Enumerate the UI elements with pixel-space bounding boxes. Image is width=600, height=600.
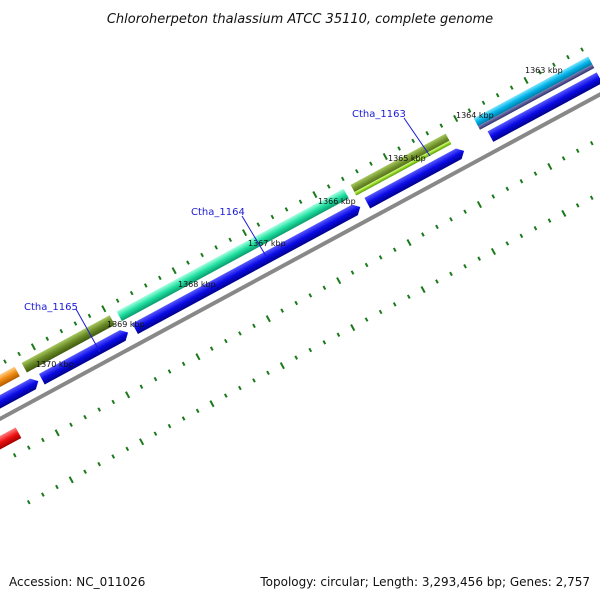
feature-olive-ctha-1163 xyxy=(350,133,451,195)
gene-labels: Ctha_1163 Ctha_1164 Ctha_1165 xyxy=(24,109,431,353)
gene-leader-line xyxy=(403,117,431,157)
feature-lime xyxy=(354,140,452,196)
feature-track xyxy=(0,56,595,395)
scale-label: 1366 kbp xyxy=(318,197,356,206)
outer-ruler xyxy=(3,47,584,364)
inner-ruler-2 xyxy=(26,195,594,505)
scale-label: 1363 kbp xyxy=(525,66,563,75)
cds-track xyxy=(0,72,600,410)
gene-leader-line xyxy=(241,215,267,257)
accession-text: Accession: NC_011026 xyxy=(9,575,145,589)
feature-red xyxy=(0,427,22,464)
gene-leader-line xyxy=(75,308,101,353)
feature-teal-ctha-1164 xyxy=(116,188,349,322)
scale-label: 1370 kbp xyxy=(36,360,74,369)
gene-label: Ctha_1164 xyxy=(191,207,245,218)
cds-arrow xyxy=(0,378,39,410)
scale-label: 1367 kbp xyxy=(248,239,286,248)
scale-label: 1365 kbp xyxy=(388,154,426,163)
cds-arrow xyxy=(38,330,129,385)
feature-orange xyxy=(0,366,20,395)
cds-arrow xyxy=(487,72,600,142)
map-title: Chloroherpeton thalassium ATCC 35110, co… xyxy=(107,12,493,27)
cds-arrow xyxy=(364,148,465,209)
feature-cyan xyxy=(473,56,593,127)
inner-ruler-1 xyxy=(12,140,594,458)
scale-labels: 1363 kbp 1364 kbp 1365 kbp 1366 kbp 1367… xyxy=(36,66,563,369)
scale-label: 1369 kbp xyxy=(107,320,145,329)
genome-summary-text: Topology: circular; Length: 3,293,456 bp… xyxy=(259,575,590,589)
cds-arrow xyxy=(132,204,361,335)
reverse-feature-track xyxy=(0,427,22,464)
feature-navy xyxy=(478,64,595,130)
gene-label: Ctha_1163 xyxy=(352,109,406,120)
genome-backbone xyxy=(0,76,600,442)
map-track-group xyxy=(0,47,600,505)
scale-label: 1364 kbp xyxy=(456,111,494,120)
feature-olive-ctha-1165 xyxy=(21,315,115,373)
scale-label: 1368 kbp xyxy=(178,280,216,289)
gene-label: Ctha_1165 xyxy=(24,302,78,313)
